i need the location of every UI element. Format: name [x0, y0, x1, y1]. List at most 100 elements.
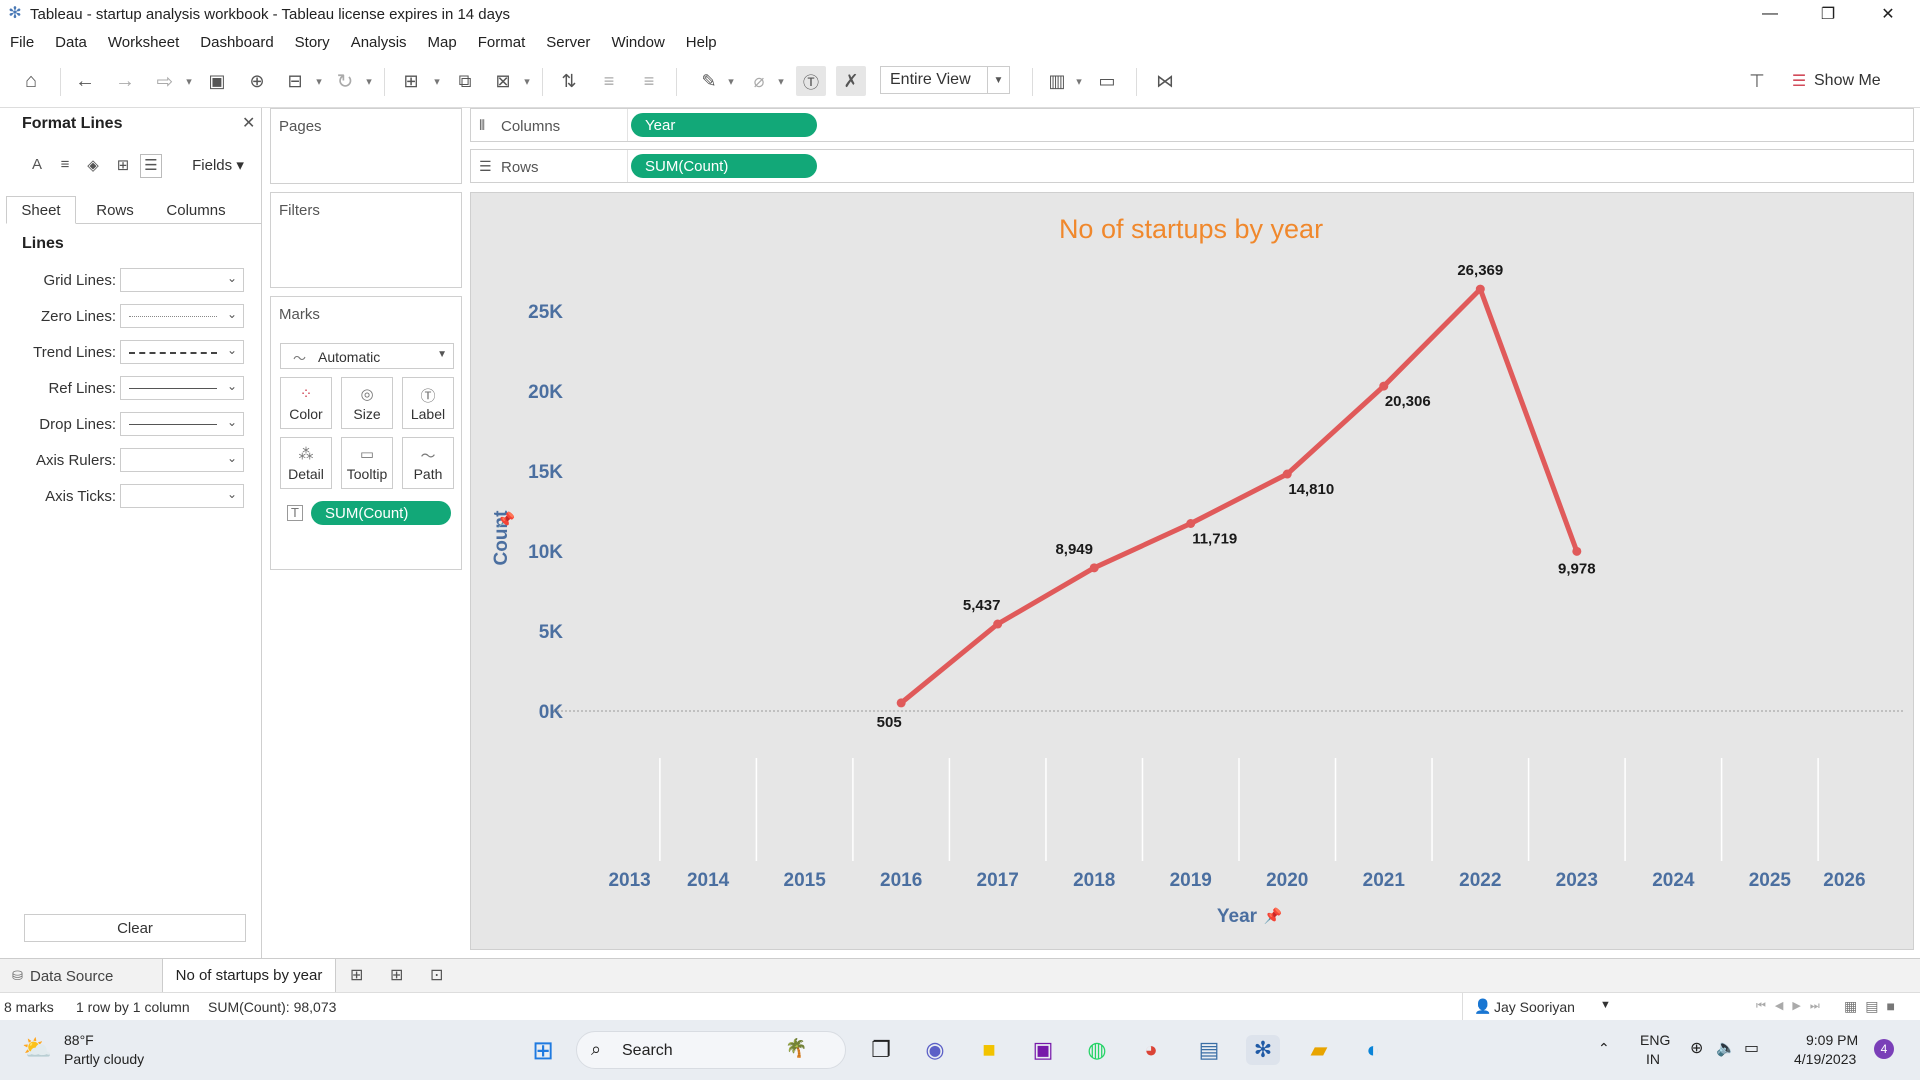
- clear-dropdown-icon[interactable]: ▾: [524, 75, 530, 88]
- close-window-button[interactable]: ✕: [1881, 6, 1895, 23]
- menu-dashboard[interactable]: Dashboard: [200, 33, 274, 51]
- fields-dropdown[interactable]: Fields ▾: [192, 157, 244, 174]
- format-painter-icon[interactable]: ⊤: [1749, 70, 1765, 91]
- data-point[interactable]: [993, 619, 1003, 629]
- tab-rows[interactable]: Rows: [96, 201, 134, 219]
- whatsapp-icon[interactable]: ◍: [1087, 1037, 1107, 1062]
- minimize-button[interactable]: —: [1762, 5, 1778, 22]
- zero-lines-select[interactable]: ⌄: [120, 304, 244, 328]
- highlight-dropdown-icon[interactable]: ▾: [728, 75, 734, 88]
- sheet-navigation-icons[interactable]: ⏮◀▶⏭: [1756, 1000, 1829, 1012]
- new-data-source-icon[interactable]: ⊕: [249, 70, 265, 91]
- data-point[interactable]: [1282, 469, 1292, 479]
- pause-updates-icon[interactable]: ⊟: [287, 70, 303, 91]
- new-dashboard-icon[interactable]: ⊞: [390, 967, 404, 984]
- menu-file[interactable]: File: [10, 33, 35, 51]
- data-point[interactable]: [896, 698, 906, 708]
- chevron-up-icon[interactable]: ⌃: [1598, 1040, 1610, 1056]
- fit-dropdown[interactable]: Entire View ▼: [880, 66, 1010, 94]
- weather-icon[interactable]: ⛅: [22, 1035, 52, 1062]
- clear-sheet-icon[interactable]: ⊠: [495, 70, 511, 91]
- refresh-dropdown-icon[interactable]: ▾: [366, 75, 372, 88]
- menu-server[interactable]: Server: [546, 33, 591, 51]
- edge-icon[interactable]: ◐: [1366, 1037, 1380, 1062]
- tab-sheet[interactable]: Sheet: [6, 196, 76, 224]
- chevron-down-icon[interactable]: ▼: [1600, 999, 1611, 1011]
- trend-lines-select[interactable]: ⌄: [120, 340, 244, 364]
- grid-lines-select[interactable]: ⌄: [120, 268, 244, 292]
- redo-icon[interactable]: →: [115, 69, 135, 92]
- home-icon[interactable]: ⌂: [24, 69, 38, 92]
- data-point[interactable]: [1572, 546, 1582, 556]
- new-worksheet-icon[interactable]: ⊞: [350, 967, 364, 984]
- refresh-icon[interactable]: ↻: [336, 70, 354, 93]
- menu-map[interactable]: Map: [427, 33, 457, 51]
- color-button[interactable]: ⁘ Color: [280, 377, 332, 429]
- save-icon[interactable]: ▣: [208, 70, 226, 91]
- terminal-icon[interactable]: ▤: [1198, 1037, 1220, 1062]
- new-worksheet-dropdown-icon[interactable]: ▾: [434, 75, 440, 88]
- rows-pill-sum-count[interactable]: SUM(Count): [631, 154, 817, 178]
- language-primary[interactable]: ENG: [1640, 1032, 1671, 1048]
- teams-chat-icon[interactable]: ◉: [925, 1037, 945, 1062]
- taskbar-search[interactable]: ⌕ Search 🌴: [576, 1031, 846, 1069]
- group-dropdown-icon[interactable]: ▾: [778, 75, 784, 88]
- file-explorer-icon[interactable]: ▰: [1310, 1037, 1328, 1062]
- swap-rows-columns-icon[interactable]: ⇅: [561, 70, 577, 91]
- path-button[interactable]: 〜 Path: [402, 437, 454, 489]
- sort-ascending-icon[interactable]: ≡: [603, 70, 615, 91]
- menu-analysis[interactable]: Analysis: [350, 33, 407, 51]
- data-point[interactable]: [1186, 518, 1196, 528]
- series-line[interactable]: [899, 286, 1580, 705]
- detail-button[interactable]: ⁂ Detail: [280, 437, 332, 489]
- lines-format-icon[interactable]: ☰: [140, 154, 162, 178]
- size-button[interactable]: ◎ Size: [341, 377, 393, 429]
- close-icon[interactable]: ✕: [242, 115, 256, 132]
- show-mark-labels-icon[interactable]: Ⓣ: [796, 66, 826, 96]
- new-worksheet-icon[interactable]: ⊞: [403, 70, 419, 91]
- replay-dropdown-icon[interactable]: ▾: [186, 75, 192, 88]
- sort-descending-icon[interactable]: ≡: [643, 70, 655, 91]
- show-cards-dropdown-icon[interactable]: ▾: [1076, 75, 1082, 88]
- replay-icon[interactable]: ⇨: [156, 70, 174, 93]
- axis-ticks-select[interactable]: ⌄: [120, 484, 244, 508]
- share-icon[interactable]: ⋈: [1156, 70, 1174, 91]
- view-toggle-icons[interactable]: ▦▤■: [1844, 998, 1903, 1014]
- sheet-tab-active[interactable]: No of startups by year: [162, 959, 336, 992]
- font-format-icon[interactable]: A: [31, 156, 42, 173]
- presentation-mode-icon[interactable]: ▭: [1098, 70, 1116, 91]
- new-story-icon[interactable]: ⊡: [430, 967, 444, 984]
- task-view-icon[interactable]: ❐: [871, 1037, 891, 1062]
- mark-type-dropdown[interactable]: 〜 Automatic ▼: [280, 343, 454, 369]
- highlight-icon[interactable]: ✎: [701, 70, 717, 91]
- menu-window[interactable]: Window: [611, 33, 665, 51]
- marks-label-pill[interactable]: SUM(Count): [311, 501, 451, 525]
- menu-format[interactable]: Format: [477, 33, 526, 51]
- data-source-tab[interactable]: Data Source: [30, 968, 114, 985]
- filters-card[interactable]: Filters: [270, 192, 462, 288]
- drop-lines-select[interactable]: ⌄: [120, 412, 244, 436]
- clock-time[interactable]: 9:09 PM: [1806, 1032, 1859, 1048]
- show-me-button[interactable]: Show Me: [1814, 72, 1881, 89]
- volume-icon[interactable]: 🔈: [1716, 1040, 1736, 1057]
- data-point[interactable]: [1475, 284, 1485, 294]
- tab-columns[interactable]: Columns: [166, 201, 226, 219]
- onenote-icon[interactable]: ▣: [1032, 1037, 1054, 1062]
- clear-button[interactable]: Clear: [24, 914, 246, 942]
- alignment-format-icon[interactable]: ≡: [60, 156, 70, 173]
- show-me-icon[interactable]: ☰: [1791, 73, 1807, 90]
- undo-icon[interactable]: ←: [75, 69, 95, 92]
- tooltip-button[interactable]: ▭ Tooltip: [341, 437, 393, 489]
- pages-card[interactable]: Pages: [270, 108, 462, 184]
- data-point[interactable]: [1379, 381, 1389, 391]
- shading-format-icon[interactable]: ◈: [87, 157, 99, 174]
- battery-icon[interactable]: ▭: [1744, 1040, 1760, 1057]
- menu-worksheet[interactable]: Worksheet: [107, 33, 180, 51]
- sticky-notes-icon[interactable]: ■: [982, 1037, 996, 1062]
- restore-button[interactable]: ❐: [1820, 6, 1836, 23]
- notification-badge[interactable]: 4: [1874, 1039, 1894, 1059]
- windows-start-icon[interactable]: ⊞: [532, 1034, 554, 1065]
- label-button[interactable]: Ⓣ Label: [402, 377, 454, 429]
- group-members-icon[interactable]: ⌀: [753, 70, 765, 91]
- duplicate-sheet-icon[interactable]: ⧉: [458, 70, 472, 91]
